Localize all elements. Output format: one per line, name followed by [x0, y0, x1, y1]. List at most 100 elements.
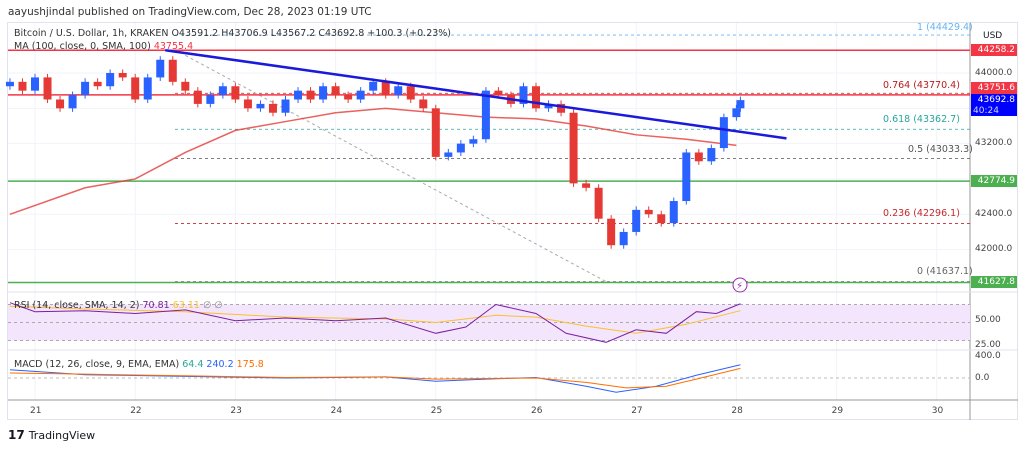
date-tick: 29: [832, 406, 844, 416]
lightning-icon: ⚡: [736, 281, 743, 292]
candle-body: [582, 183, 591, 188]
candle-body: [218, 86, 227, 96]
macd-signal-value: 175.8: [236, 359, 264, 370]
fib-diagonal-line: [185, 54, 607, 283]
publisher-caption: aayushjindal published on TradingView.co…: [8, 6, 372, 18]
candle-body: [557, 103, 566, 113]
candle-body: [294, 90, 303, 100]
date-tick: 28: [731, 406, 743, 416]
rsi-line: [9, 302, 741, 343]
candle-body: [268, 103, 277, 113]
candle-countdown: 40:24: [973, 106, 999, 116]
last-price-tag: 43692.8 40:24: [971, 94, 1017, 116]
date-tick: 22: [130, 406, 141, 416]
currency-label[interactable]: USD: [983, 31, 1003, 41]
candle-body: [594, 187, 603, 219]
candle-body: [68, 95, 77, 109]
date-tick: 21: [30, 406, 41, 416]
tradingview-logo-icon: 17: [8, 428, 25, 442]
rsi-tick: 25.00: [975, 340, 1001, 350]
candle-body: [331, 86, 340, 96]
fib-label-0764: 0.764 (43770.4): [883, 80, 960, 91]
fib-label-0236: 0.236 (42296.1): [883, 208, 960, 219]
candle-body: [694, 152, 703, 162]
candle-body: [657, 214, 666, 224]
candle-body: [93, 81, 102, 87]
ma-legend: MA (100, close, 0, SMA, 100) 43755.4: [14, 41, 193, 52]
lightning-icon: [732, 277, 748, 293]
candle-body: [607, 218, 616, 246]
symbol-name: Bitcoin / U.S. Dollar, 1h, KRAKEN: [14, 28, 169, 39]
candle-body: [444, 152, 453, 157]
trendline: [165, 48, 787, 140]
candle-body: [356, 90, 365, 100]
candle-body: [669, 201, 678, 224]
price-tick: 44000.0: [975, 68, 1013, 78]
rsi-extra: ∅: [202, 300, 212, 311]
candle-body: [381, 81, 390, 96]
date-tick: 23: [230, 406, 241, 416]
chart-frame[interactable]: [7, 22, 1018, 420]
candle-body: [106, 73, 115, 87]
candle-body: [81, 81, 90, 96]
candle-body: [632, 209, 641, 232]
ohlc-open: O43591.2: [171, 28, 219, 39]
rsi-sma-value: 63.11: [172, 300, 200, 311]
rsi-tick: 50.00: [975, 315, 1001, 325]
date-tick: 25: [431, 406, 442, 416]
candle-body: [569, 112, 578, 184]
candle-body: [118, 73, 127, 78]
candle-body: [193, 90, 202, 104]
ohlc-high: H43706.9: [221, 28, 268, 39]
candle-body: [419, 99, 428, 109]
rsi-extra: ∅: [214, 300, 223, 311]
price-tag-resistance-high: 44258.2: [971, 44, 1017, 56]
candle-body: [456, 143, 465, 153]
date-tick: 27: [631, 406, 642, 416]
rsi-value: 70.81: [142, 300, 170, 311]
signal-line: [9, 367, 741, 389]
price-tag-support-low: 41627.8: [971, 276, 1017, 288]
macd-hist-value: 64.4: [182, 359, 204, 370]
candle-body: [18, 81, 27, 91]
candle-body: [406, 86, 415, 100]
candle-body: [143, 77, 152, 100]
candle-body: [256, 103, 265, 109]
candle-body: [532, 86, 540, 109]
tradingview-logo[interactable]: 17 TradingView: [8, 428, 95, 442]
candle-body: [707, 148, 716, 162]
candle-body: [31, 77, 39, 91]
macd-label: MACD (12, 26, close, 9, EMA, EMA): [14, 359, 180, 370]
ma-label: MA (100, close, 0, SMA, 100): [14, 41, 151, 52]
fib-label-05: 0.5 (43033.3): [908, 144, 973, 155]
candle-body: [56, 99, 65, 109]
candle-body: [469, 139, 478, 144]
last-price: 43692.8: [977, 95, 1015, 105]
candle-body: [519, 86, 528, 104]
candle-body: [231, 86, 240, 100]
candle-body: [281, 99, 290, 113]
candle-body: [319, 86, 328, 100]
date-tick: 24: [331, 406, 343, 416]
candle-body: [131, 77, 140, 100]
candle-body: [243, 99, 252, 109]
candle-body: [156, 59, 165, 78]
candle-body: [544, 103, 553, 109]
candle-body: [5, 81, 14, 87]
rsi-legend: RSI (14, close, SMA, 14, 2) 70.81 63.11 …: [14, 300, 223, 311]
date-tick: 30: [932, 406, 944, 416]
macd-tick: 0.0: [975, 373, 990, 383]
candle-body: [481, 90, 490, 140]
price-tag-support: 42774.9: [971, 175, 1017, 187]
symbol-legend: Bitcoin / U.S. Dollar, 1h, KRAKEN O43591…: [14, 28, 451, 39]
candle-body: [306, 90, 315, 100]
candle-body: [394, 86, 403, 96]
price-tick: 42000.0: [975, 244, 1013, 254]
footer-brand: TradingView: [28, 428, 96, 442]
candle-body: [43, 77, 52, 100]
fib-label-0618: 0.618 (43362.7): [883, 114, 960, 125]
fib-label-1: 1 (44429.4): [917, 22, 973, 33]
ma100-line: [9, 107, 737, 215]
candle-body: [644, 209, 653, 215]
